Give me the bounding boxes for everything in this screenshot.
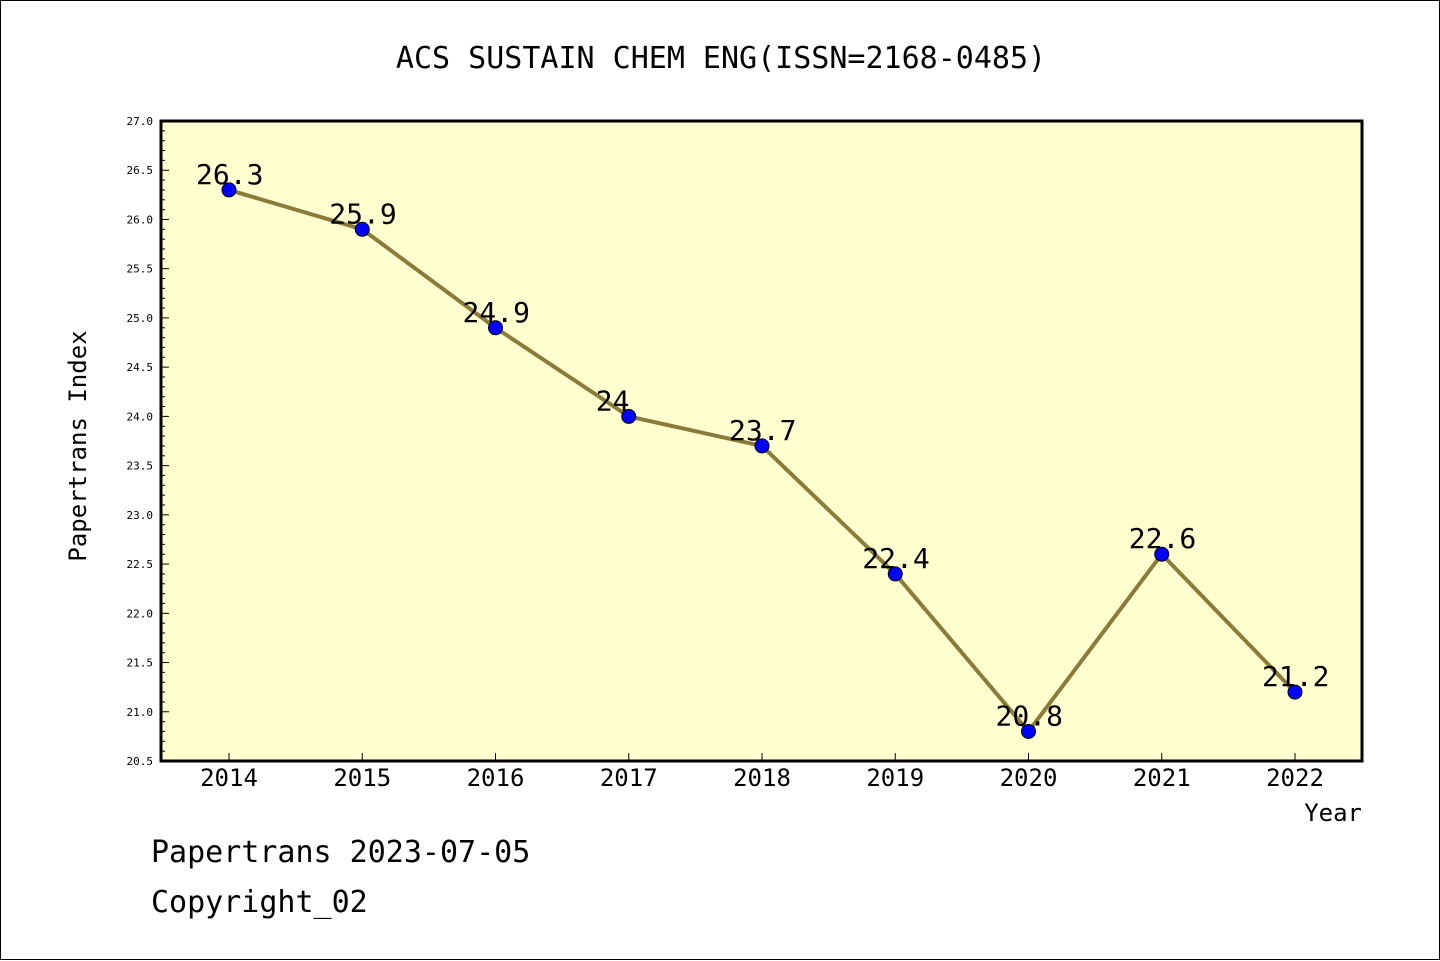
y-tick-label: 21.5 xyxy=(127,657,154,670)
data-label: 24 xyxy=(596,384,630,417)
y-tick-label: 26.0 xyxy=(127,213,154,226)
data-point xyxy=(887,566,903,582)
data-point xyxy=(488,320,503,336)
data-point xyxy=(354,221,370,237)
data-label: 23.7 xyxy=(729,414,796,447)
data-label: 22.4 xyxy=(862,542,929,575)
y-tick-label: 25.0 xyxy=(127,312,154,325)
data-label: 21.2 xyxy=(1262,660,1329,693)
x-tick-label: 2022 xyxy=(1266,764,1324,792)
x-tick-label: 2015 xyxy=(333,764,391,792)
date-stamp: Papertrans 2023-07-05 xyxy=(151,835,531,870)
x-tick-label: 2017 xyxy=(600,764,658,792)
data-label: 26.3 xyxy=(196,158,263,191)
plot-border xyxy=(159,119,1364,763)
chart-title: ACS SUSTAIN CHEM ENG(ISSN=2168-0485) xyxy=(396,41,1046,76)
x-tick-label: 2021 xyxy=(1133,764,1191,792)
data-label: 24.9 xyxy=(463,296,530,329)
y-tick-label: 22.0 xyxy=(127,607,154,620)
y-tick-label: 25.5 xyxy=(127,263,154,276)
y-tick-label: 20.5 xyxy=(127,755,154,768)
x-tick-label: 2019 xyxy=(866,764,924,792)
y-axis-label: Papertrans Index xyxy=(64,330,92,561)
data-point xyxy=(1154,546,1170,562)
data-point xyxy=(221,182,237,198)
y-tick-label: 24.0 xyxy=(127,410,154,423)
y-tick-label: 26.5 xyxy=(127,164,154,177)
data-point xyxy=(1021,723,1036,739)
y-tick-label: 22.5 xyxy=(127,558,154,571)
x-axis-label: Year xyxy=(1304,799,1362,827)
data-label: 22.6 xyxy=(1129,522,1196,555)
data-point xyxy=(1287,684,1303,700)
x-tick-label: 2020 xyxy=(1000,764,1058,792)
y-tick-label: 23.5 xyxy=(127,460,154,473)
data-label: 20.8 xyxy=(996,699,1063,732)
x-tick-label: 2018 xyxy=(733,764,791,792)
data-point xyxy=(754,438,770,454)
x-tick-label: 2014 xyxy=(200,764,258,792)
y-tick-label: 21.0 xyxy=(127,706,154,719)
data-point xyxy=(621,408,637,424)
y-tick-label: 23.0 xyxy=(127,509,154,522)
copyright-text: Copyright_02 xyxy=(151,885,368,920)
y-tick-label: 27.0 xyxy=(127,115,154,128)
data-label: 25.9 xyxy=(329,197,396,230)
x-tick-label: 2016 xyxy=(467,764,525,792)
y-tick-label: 24.5 xyxy=(127,361,154,374)
